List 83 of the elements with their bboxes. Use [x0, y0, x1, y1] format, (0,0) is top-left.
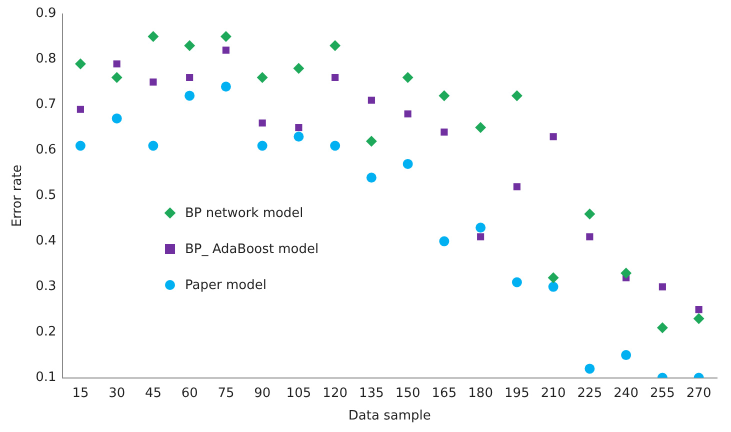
point — [220, 31, 232, 42]
point — [402, 72, 414, 83]
point — [220, 82, 231, 92]
x-tick-label: 225 — [577, 386, 602, 401]
point — [695, 306, 702, 314]
point — [548, 272, 559, 284]
y-tick-label: 0.9 — [36, 6, 56, 22]
point — [404, 110, 412, 118]
x-tick-label: 210 — [540, 386, 566, 401]
point — [111, 72, 122, 83]
point — [148, 140, 158, 151]
point — [658, 283, 666, 290]
x-tick-label: 60 — [181, 386, 198, 401]
point — [295, 124, 302, 132]
point — [402, 158, 413, 169]
point — [293, 62, 304, 74]
point — [475, 122, 486, 134]
point — [112, 113, 122, 124]
point — [550, 133, 557, 140]
x-tick-label: 15 — [72, 386, 89, 401]
y-tick-label: 0.3 — [36, 279, 56, 294]
x-tick-label: 135 — [359, 386, 384, 401]
point — [76, 106, 84, 113]
point — [584, 364, 595, 374]
x-tick-label: 75 — [218, 386, 234, 401]
point — [184, 90, 195, 101]
y-tick-label: 0.8 — [36, 52, 56, 67]
x-axis-title: Data sample — [348, 408, 431, 424]
point — [584, 208, 596, 220]
legend-label: Paper model — [185, 278, 266, 292]
x-tick-label: 150 — [395, 386, 420, 401]
y-tick-label: 0.5 — [36, 188, 56, 204]
point — [438, 90, 450, 102]
y-tick-label: 0.2 — [36, 324, 56, 340]
point — [620, 268, 632, 279]
point — [366, 136, 377, 147]
point — [439, 236, 450, 246]
x-tick-label: 30 — [108, 386, 126, 401]
point — [477, 233, 484, 240]
point — [513, 183, 520, 190]
y-axis-title: Error rate — [10, 164, 26, 227]
point — [621, 350, 632, 360]
point — [75, 140, 86, 151]
x-tick-label: 90 — [254, 386, 271, 401]
point — [184, 40, 196, 52]
point — [74, 58, 86, 70]
x-tick-label: 45 — [144, 386, 162, 401]
point — [256, 72, 268, 83]
y-tick-label: 0.6 — [36, 142, 56, 158]
x-tick-label: 120 — [322, 386, 348, 401]
point — [440, 128, 448, 136]
point — [148, 31, 159, 42]
legend-label: BP_ AdaBoost model — [185, 242, 319, 256]
x-tick-label: 255 — [650, 386, 675, 401]
point — [257, 140, 268, 151]
point — [186, 74, 194, 82]
point — [332, 74, 339, 82]
point — [476, 222, 486, 233]
x-tick-label: 270 — [686, 386, 712, 401]
x-tick-label: 180 — [468, 386, 493, 401]
x-tick-label: 105 — [286, 386, 312, 401]
point — [294, 132, 304, 142]
point — [150, 78, 157, 86]
point — [258, 119, 266, 127]
y-tick-label: 0.4 — [36, 234, 56, 249]
point — [511, 90, 522, 102]
x-tick-label: 195 — [504, 386, 530, 401]
point — [366, 172, 376, 183]
point — [330, 40, 341, 52]
x-tick-label: 165 — [432, 386, 457, 401]
point — [656, 322, 668, 334]
legend-label: BP network model — [185, 206, 304, 220]
point — [368, 96, 375, 104]
point — [512, 277, 522, 288]
point — [548, 282, 558, 292]
point — [330, 140, 340, 151]
y-tick-label: 0.1 — [36, 370, 56, 386]
point — [222, 46, 230, 54]
point — [586, 233, 594, 240]
x-tick-label: 240 — [614, 386, 638, 401]
y-tick-label: 0.7 — [36, 97, 56, 112]
point — [113, 60, 120, 68]
point — [693, 313, 704, 324]
